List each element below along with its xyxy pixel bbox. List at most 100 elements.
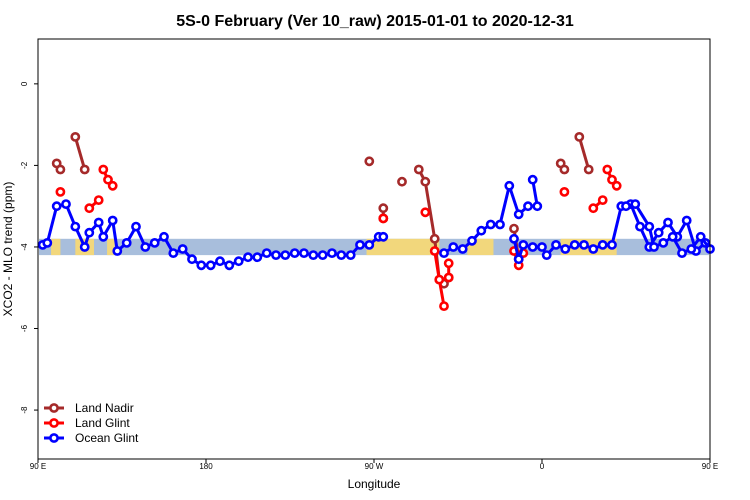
land-glint-point [443, 258, 454, 269]
ocean-glint-point [448, 242, 459, 252]
ocean-glint-point [677, 248, 687, 258]
land-glint-point [429, 246, 440, 256]
ocean-glint-point [509, 233, 519, 244]
ocean-glint-point [537, 242, 547, 252]
land-nadir-point [559, 164, 570, 175]
legend-marker-land-glint [49, 418, 59, 428]
ocean-glint-point [107, 215, 118, 226]
ocean-glint-point [42, 237, 53, 248]
ocean-glint-point [196, 260, 207, 271]
ocean-glint-point [308, 250, 319, 260]
land-glint-point [443, 272, 454, 283]
land-glint-point [420, 207, 431, 218]
ocean-glint-point [121, 237, 132, 248]
ocean-glint-point [317, 250, 328, 260]
y-tick-label: -4 [20, 243, 29, 251]
land-nadir-point [55, 164, 66, 175]
ocean-glint-point [112, 246, 123, 256]
ocean-glint-point [299, 248, 309, 258]
ocean-glint-point [205, 260, 216, 271]
land-glint-point [103, 174, 113, 185]
x-tick-label: 90 E [30, 462, 46, 471]
land-band [107, 238, 115, 256]
land-nadir-point [583, 164, 594, 175]
ocean-glint-point [630, 199, 641, 209]
x-tick-label: 180 [199, 462, 213, 471]
y-tick-label: 0 [20, 81, 29, 86]
ocean-glint-point [280, 250, 291, 260]
ocean-glint-point [224, 260, 235, 271]
land-glint-point [98, 164, 109, 175]
legend-label-land-glint: Land Glint [75, 416, 130, 430]
ocean-glint-point [261, 248, 272, 258]
legend-label-land-nadir: Land Nadir [75, 401, 134, 415]
ocean-glint-point [51, 201, 62, 212]
ocean-glint-point [271, 250, 281, 260]
ocean-glint-point [658, 237, 669, 248]
land-nadir-line [73, 136, 87, 170]
ocean-glint-point [560, 244, 571, 254]
ocean-glint-point [131, 221, 141, 232]
ocean-glint-point [457, 244, 468, 254]
ocean-glint-point [327, 248, 337, 258]
land-glint-point [434, 274, 445, 285]
ocean-glint-point [93, 217, 104, 228]
ocean-glint-point [597, 239, 608, 250]
land-nadir-point [509, 223, 519, 234]
series-layer [37, 131, 715, 311]
land-glint-point [588, 203, 599, 214]
ocean-glint-point [551, 239, 561, 250]
ocean-glint-point [527, 174, 538, 185]
ocean-glint-point [378, 231, 389, 242]
ocean-glint-point [653, 227, 664, 238]
land-nadir-point [413, 164, 424, 175]
y-tick-label: -6 [20, 324, 29, 332]
land-glint-point [602, 164, 613, 175]
ocean-glint-point [523, 201, 533, 212]
series-ocean-glint [37, 174, 715, 271]
legend-marker-land-nadir [49, 403, 59, 413]
land-glint-point [597, 195, 608, 205]
ocean-glint-point [476, 225, 487, 236]
land-glint-point [611, 180, 622, 191]
land-nadir-point [79, 164, 90, 175]
land-nadir-point [364, 156, 375, 167]
ocean-glint-point [644, 221, 655, 232]
ocean-glint-point [336, 250, 347, 260]
ocean-glint-point [98, 231, 109, 242]
ocean-glint-point [621, 201, 631, 212]
land-glint-point [559, 186, 570, 197]
series-land-nadir [51, 131, 594, 289]
ocean-glint-point [355, 239, 365, 250]
chart-title: 5S-0 February (Ver 10_raw) 2015-01-01 to… [176, 13, 574, 30]
land-nadir-point [420, 176, 431, 187]
ocean-glint-point [61, 199, 71, 209]
ocean-glint-point [569, 239, 580, 250]
ocean-glint-point [149, 237, 160, 248]
ocean-glint-point [579, 239, 589, 250]
land-nadir-point [378, 203, 389, 214]
ocean-glint-point [84, 227, 95, 238]
x-tick-label: 90 W [365, 462, 384, 471]
ocean-glint-point [518, 239, 529, 250]
ocean-glint-point [243, 252, 253, 263]
ocean-glint-point [607, 239, 617, 250]
legend-marker-ocean-glint [49, 433, 59, 443]
ocean-glint-point [159, 231, 169, 242]
land-nadir-point [574, 131, 585, 142]
ocean-glint-line [625, 202, 712, 255]
ocean-glint-point [649, 242, 659, 252]
ocean-glint-point [588, 244, 599, 254]
y-axis-label: XCO2 - MLO trend (ppm) [1, 182, 15, 317]
ocean-glint-point [635, 221, 645, 232]
ocean-glint-point [695, 231, 706, 242]
land-glint-point [84, 203, 95, 214]
ocean-glint-point [439, 248, 449, 258]
ocean-glint-point [187, 254, 197, 265]
ocean-glint-point [681, 215, 692, 226]
land-nadir-line [577, 136, 591, 170]
ocean-glint-point [168, 248, 179, 258]
land-glint-point [607, 174, 617, 185]
land-glint-point [439, 301, 449, 311]
land-band [366, 238, 440, 256]
